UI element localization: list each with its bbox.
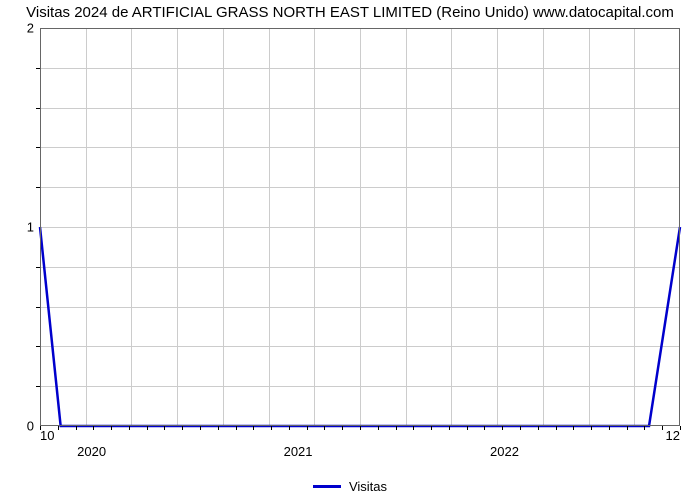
x-minor-tick <box>360 426 361 430</box>
line-series-layer <box>40 28 680 426</box>
legend-label: Visitas <box>349 479 387 494</box>
x-minor-tick <box>218 426 219 430</box>
x-minor-tick <box>129 426 130 430</box>
y-minor-tick <box>36 307 40 308</box>
x-minor-tick <box>413 426 414 430</box>
x-minor-tick <box>289 426 290 430</box>
x-minor-tick <box>147 426 148 430</box>
x-minor-tick <box>538 426 539 430</box>
x-minor-tick <box>324 426 325 430</box>
x-minor-tick <box>431 426 432 430</box>
x-minor-tick <box>502 426 503 430</box>
x-minor-tick <box>111 426 112 430</box>
y-minor-tick <box>36 346 40 347</box>
series-line <box>40 227 680 426</box>
y-minor-tick <box>36 147 40 148</box>
y-minor-tick <box>36 267 40 268</box>
x-minor-tick <box>644 426 645 430</box>
x-minor-tick <box>307 426 308 430</box>
corner-label-bottom-left: 10 <box>40 428 54 443</box>
corner-label-bottom-right: 12 <box>666 428 680 443</box>
legend: Visitas <box>0 479 700 494</box>
x-minor-tick <box>449 426 450 430</box>
x-minor-tick <box>662 426 663 430</box>
x-minor-tick <box>484 426 485 430</box>
x-minor-tick <box>58 426 59 430</box>
chart-title: Visitas 2024 de ARTIFICIAL GRASS NORTH E… <box>0 4 700 21</box>
chart-container: Visitas 2024 de ARTIFICIAL GRASS NORTH E… <box>0 0 700 500</box>
x-minor-tick <box>627 426 628 430</box>
x-minor-tick <box>556 426 557 430</box>
x-minor-tick <box>680 426 681 430</box>
y-minor-tick <box>36 108 40 109</box>
y-tick-label: 1 <box>27 220 34 235</box>
x-minor-tick <box>76 426 77 430</box>
x-minor-tick <box>467 426 468 430</box>
x-minor-tick <box>236 426 237 430</box>
y-minor-tick <box>36 68 40 69</box>
x-minor-tick <box>271 426 272 430</box>
x-minor-tick <box>342 426 343 430</box>
x-minor-tick <box>378 426 379 430</box>
x-minor-tick <box>573 426 574 430</box>
x-minor-tick <box>164 426 165 430</box>
x-minor-tick <box>591 426 592 430</box>
x-minor-tick <box>609 426 610 430</box>
y-tick-label: 2 <box>27 21 34 36</box>
x-minor-tick <box>200 426 201 430</box>
legend-swatch <box>313 485 341 488</box>
y-minor-tick <box>36 386 40 387</box>
x-tick-label: 2022 <box>490 444 519 459</box>
y-minor-tick <box>36 187 40 188</box>
x-minor-tick <box>396 426 397 430</box>
plot-area: 0122020202120221012 <box>40 28 680 426</box>
x-minor-tick <box>93 426 94 430</box>
y-tick-label: 0 <box>27 419 34 434</box>
x-minor-tick <box>253 426 254 430</box>
x-tick-label: 2020 <box>77 444 106 459</box>
x-minor-tick <box>520 426 521 430</box>
x-minor-tick <box>182 426 183 430</box>
x-tick-label: 2021 <box>284 444 313 459</box>
